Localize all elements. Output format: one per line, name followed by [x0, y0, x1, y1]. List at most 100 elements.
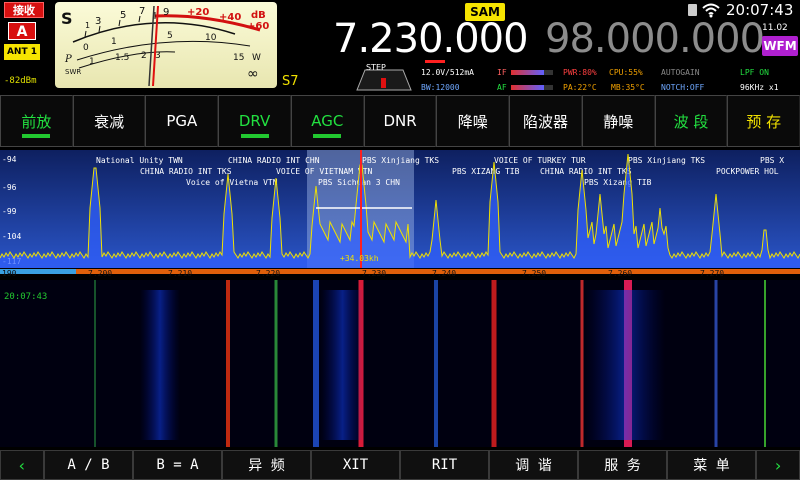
- station-label: National Unity TWN: [96, 156, 183, 165]
- prev-page-button[interactable]: ‹: [0, 450, 44, 480]
- vfo-a-frequency[interactable]: 7.230.000: [333, 16, 529, 62]
- step-label: STEP: [366, 63, 386, 72]
- step-selector[interactable]: [355, 62, 413, 92]
- clock: 20:07:43: [726, 1, 794, 19]
- s-tick-7: 7: [139, 6, 145, 17]
- swr-tick-1-5: 1.5: [115, 53, 129, 63]
- rx-badge[interactable]: 接收: [4, 2, 44, 18]
- af-gain-bar[interactable]: [511, 85, 553, 90]
- cpu-readout: CPU:55%: [609, 68, 643, 77]
- pa-temp-readout: PA:22°C: [563, 83, 597, 92]
- bottom-button-8[interactable]: 菜 单: [667, 450, 756, 480]
- supply-readout: 12.0V/512mA: [421, 68, 474, 77]
- freq-axis-label: 7.230: [362, 269, 386, 278]
- station-label: PBS Xinjiang TKS: [628, 156, 705, 165]
- bottom-button-2[interactable]: B = A: [133, 450, 222, 480]
- waterfall-signal: [491, 280, 497, 447]
- bottom-button-5[interactable]: RIT: [400, 450, 489, 480]
- func-button-6[interactable]: 降噪: [436, 95, 510, 147]
- spectrum-display[interactable]: -94-96-99-104-117National Unity TWNCHINA…: [0, 150, 800, 278]
- bottom-button-7[interactable]: 服 务: [578, 450, 667, 480]
- bottom-button-1[interactable]: A / B: [44, 450, 133, 480]
- freq-axis-label: 190: [2, 269, 17, 278]
- s-meter-needle: [148, 5, 155, 87]
- func-button-label: 降噪: [457, 112, 488, 131]
- s-meter: S 3 5 7 9 1 +20 +40 +60 dB 0 1 5 10 15 W…: [55, 2, 277, 88]
- func-button-5[interactable]: DNR: [363, 95, 437, 147]
- waterfall-signal: [580, 280, 584, 447]
- mode-badge-vfo-b[interactable]: WFM: [762, 36, 798, 56]
- func-button-9[interactable]: 波 段: [654, 95, 728, 147]
- spectrum-fill: [0, 154, 800, 268]
- bottom-button-4[interactable]: XIT: [311, 450, 400, 480]
- freq-axis-label: 7.250: [522, 269, 546, 278]
- notch-status[interactable]: NOTCH:OFF: [661, 83, 705, 92]
- freq-axis-label: 7.260: [608, 269, 632, 278]
- func-button-4[interactable]: AGC: [290, 95, 364, 147]
- bottom-button-3[interactable]: 异 频: [222, 450, 311, 480]
- p-scale-label: P: [64, 54, 72, 65]
- mode-badge-vfo-a[interactable]: SAM: [465, 3, 505, 21]
- function-button-row: 前放 衰减 PGA DRV AGC DNR 降噪 陷波器 静噪 波 段 预 存: [0, 95, 800, 147]
- func-button-label: PGA: [166, 112, 198, 130]
- swr-label: SWR: [65, 68, 81, 76]
- func-button-label: AGC: [311, 112, 344, 130]
- swr-tick-1: 1: [89, 57, 95, 67]
- func-button-2[interactable]: PGA: [145, 95, 219, 147]
- p-tick-15: 15: [233, 53, 244, 63]
- vfo-a-badge[interactable]: A: [8, 22, 36, 40]
- freq-axis-label: 7.210: [168, 269, 192, 278]
- swr-tick-3: 3: [155, 51, 161, 61]
- func-button-label: DRV: [238, 112, 271, 130]
- s-tick-1: 3: [95, 16, 101, 27]
- waterfall-signal: [434, 280, 438, 447]
- plus-tick-60: +60: [247, 21, 269, 32]
- func-button-10[interactable]: 预 存: [727, 95, 800, 147]
- bottom-button-6[interactable]: 调 谐: [489, 450, 578, 480]
- waterfall-signal: [764, 280, 766, 447]
- s-tick-5: 5: [120, 10, 126, 21]
- freq-axis-label: 7.270: [700, 269, 724, 278]
- waterfall-signal: [94, 280, 96, 447]
- lpf-status[interactable]: LPF ON: [740, 68, 769, 77]
- mb-temp-readout: MB:35°C: [611, 83, 645, 92]
- func-button-label: 衰减: [94, 112, 125, 131]
- waterfall-signal: [313, 280, 319, 447]
- station-label: VOICE OF VIETNAM VTN: [276, 167, 373, 176]
- s-scale-label: S: [61, 9, 73, 28]
- func-button-8[interactable]: 静噪: [581, 95, 655, 147]
- bandwidth-readout: BW:12000: [421, 83, 460, 92]
- if-gain-bar[interactable]: [511, 70, 553, 75]
- db-scale-label: -94: [2, 155, 17, 164]
- func-button-3[interactable]: DRV: [218, 95, 291, 147]
- step-indicator: [381, 78, 386, 88]
- waterfall-band: [140, 290, 180, 440]
- station-label: CHINA RADIO INT TKS: [540, 167, 632, 176]
- p-tick-5: 5: [167, 31, 173, 41]
- waterfall-signal: [226, 280, 230, 447]
- span-readout[interactable]: 96KHz x1: [740, 83, 779, 92]
- autogain-status[interactable]: AUTOGAIN: [661, 68, 700, 77]
- antenna-badge[interactable]: ANT 1: [4, 44, 40, 60]
- func-button-0[interactable]: 前放: [0, 95, 73, 147]
- db-scale-label: -96: [2, 183, 17, 192]
- next-page-button[interactable]: ›: [756, 450, 800, 480]
- power-readout: PWR:80%: [563, 68, 597, 77]
- power-unit-label: W: [252, 53, 261, 63]
- vfo-b-frequency[interactable]: 98.000.000: [545, 16, 765, 62]
- cursor-offset-label: +34.03kh: [340, 254, 379, 263]
- station-label: PBS XIZANG TIB: [452, 167, 520, 176]
- func-button-7[interactable]: 陷波器: [509, 95, 582, 147]
- func-button-label: 波 段: [673, 112, 709, 131]
- sd-card-icon: [688, 4, 697, 16]
- func-button-1[interactable]: 衰减: [72, 95, 146, 147]
- s-tick-9: 9: [163, 7, 169, 18]
- waterfall-display[interactable]: 20:07:43: [0, 280, 800, 447]
- waterfall-signal: [274, 280, 278, 447]
- date-readout: 11.02: [762, 23, 788, 33]
- func-button-label: 预 存: [746, 112, 782, 131]
- spectrum-trace: [0, 153, 800, 260]
- func-button-label: 静噪: [603, 112, 634, 131]
- swr-tick-2: 2: [141, 51, 147, 61]
